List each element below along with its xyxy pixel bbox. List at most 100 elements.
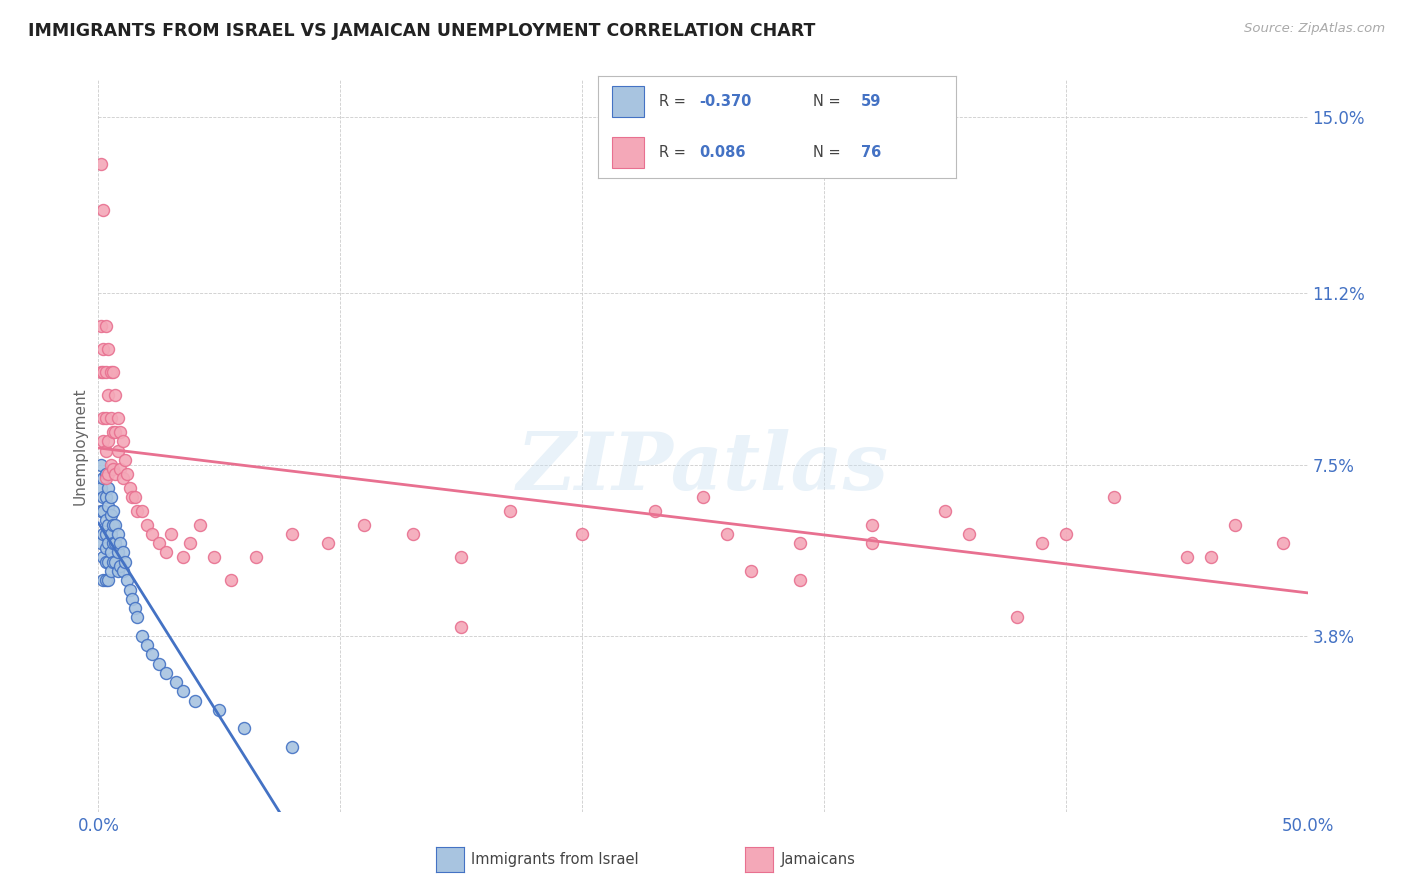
Point <box>108 559 131 574</box>
Point <box>692 490 714 504</box>
Point <box>101 536 124 550</box>
Text: Source: ZipAtlas.com: Source: ZipAtlas.com <box>1244 22 1385 36</box>
Point <box>184 693 207 707</box>
Point <box>91 574 114 588</box>
Point <box>740 564 762 578</box>
Point <box>789 536 811 550</box>
Point <box>789 574 811 588</box>
Point <box>100 411 122 425</box>
Point <box>316 536 339 550</box>
Point <box>1272 536 1295 550</box>
Point <box>101 555 124 569</box>
Point <box>281 739 304 754</box>
Y-axis label: Unemployment: Unemployment <box>72 387 87 505</box>
Point <box>97 499 120 513</box>
Point <box>644 504 666 518</box>
Point <box>97 536 120 550</box>
Point <box>450 550 472 565</box>
Point <box>124 601 146 615</box>
Point <box>94 467 117 481</box>
Point <box>97 342 120 356</box>
Point <box>353 517 375 532</box>
Point <box>188 517 211 532</box>
Point <box>111 471 134 485</box>
Point <box>90 504 112 518</box>
Point <box>108 425 131 439</box>
Point <box>91 550 114 565</box>
Point <box>571 527 593 541</box>
Point <box>94 555 117 569</box>
Point <box>498 504 520 518</box>
Point <box>107 411 129 425</box>
Point <box>232 722 254 736</box>
Point <box>155 665 177 680</box>
Point <box>1175 550 1198 565</box>
Point <box>91 504 114 518</box>
Point <box>121 490 143 504</box>
Point <box>97 467 120 481</box>
Point <box>148 536 170 550</box>
Point <box>131 504 153 518</box>
Point <box>94 443 117 458</box>
Point <box>91 490 114 504</box>
Point <box>1199 550 1222 565</box>
Point <box>100 527 122 541</box>
Point <box>1102 490 1125 504</box>
Text: N =: N = <box>813 145 845 161</box>
Point <box>100 458 122 472</box>
Point <box>94 318 117 333</box>
Point <box>90 481 112 495</box>
Text: R =: R = <box>658 145 690 161</box>
Point <box>94 471 117 485</box>
Point <box>148 657 170 671</box>
Point <box>221 574 243 588</box>
Point <box>108 536 131 550</box>
Point <box>204 550 226 565</box>
Text: ZIPatlas: ZIPatlas <box>517 429 889 507</box>
Point <box>97 434 120 449</box>
Point <box>97 388 120 402</box>
Text: R =: R = <box>658 94 690 109</box>
Point <box>90 365 112 379</box>
Point <box>934 504 956 518</box>
Point <box>117 467 139 481</box>
Text: 0.086: 0.086 <box>700 145 747 161</box>
Point <box>97 574 120 588</box>
FancyBboxPatch shape <box>612 137 644 168</box>
Point <box>1031 536 1053 550</box>
Point <box>97 481 120 495</box>
Point <box>101 504 124 518</box>
Text: 59: 59 <box>860 94 882 109</box>
Point <box>97 555 120 569</box>
Point <box>107 443 129 458</box>
Point <box>450 619 472 633</box>
Point <box>127 610 149 624</box>
Point <box>107 564 129 578</box>
Point <box>100 545 122 559</box>
Point <box>141 648 163 662</box>
Point <box>1007 610 1029 624</box>
Point <box>402 527 425 541</box>
Point <box>100 564 122 578</box>
Point <box>101 425 124 439</box>
Point <box>281 527 304 541</box>
Point <box>97 517 120 532</box>
Point <box>114 453 136 467</box>
Point <box>716 527 738 541</box>
Point <box>104 517 127 532</box>
Point <box>91 527 114 541</box>
Point <box>107 527 129 541</box>
Point <box>91 434 114 449</box>
Point <box>124 490 146 504</box>
Point <box>100 490 122 504</box>
Point <box>111 545 134 559</box>
Point <box>94 527 117 541</box>
Point <box>172 684 194 698</box>
Point <box>90 318 112 333</box>
Point <box>91 365 114 379</box>
Point <box>94 574 117 588</box>
Point <box>100 365 122 379</box>
Point <box>111 434 134 449</box>
Point <box>94 365 117 379</box>
Point <box>135 517 157 532</box>
